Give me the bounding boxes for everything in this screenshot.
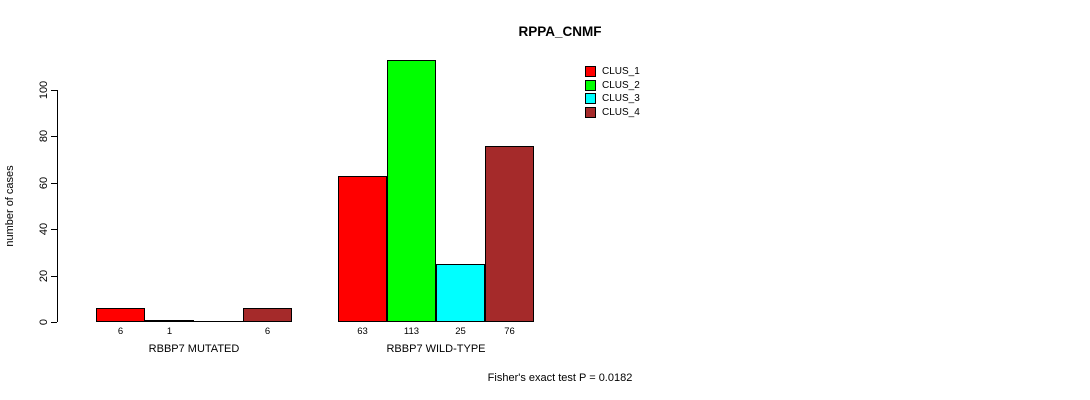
bar-value-label: 25: [455, 326, 466, 337]
y-tick-mark: [51, 322, 57, 323]
legend-label-clus-2: CLUS_2: [602, 79, 640, 91]
bar-value-label: 76: [504, 326, 515, 337]
y-tick-mark: [51, 275, 57, 277]
bar-clus-1-rbbp7-mutated: [96, 308, 145, 322]
bar-value-label: 6: [264, 326, 271, 337]
bar-clus-2-rbbp7-mutated: [145, 319, 194, 322]
bar-clus-4-rbbp7-mutated: [243, 308, 292, 322]
legend-swatch-clus-4: [585, 106, 596, 118]
bar-value-label: 6: [117, 326, 124, 337]
legend-item-clus-4: CLUS_4: [585, 106, 640, 120]
legend-item-clus-3: CLUS_3: [585, 92, 640, 106]
y-tick-label: 100: [38, 80, 50, 100]
bar-clus-4-rbbp7-wild-type: [485, 145, 534, 322]
group-label-rbbp7-wild-type: RBBP7 WILD-TYPE: [386, 343, 486, 355]
y-tick-mark: [51, 136, 57, 138]
y-tick-label: 0: [38, 318, 50, 326]
bar-clus-1-rbbp7-wild-type: [338, 175, 387, 322]
bar-clus-3-rbbp7-mutated: [194, 321, 243, 322]
y-tick-mark: [51, 182, 57, 184]
bar-value-label: 1: [166, 326, 173, 337]
bar-value-label: 63: [357, 326, 368, 337]
legend-swatch-clus-3: [585, 93, 596, 105]
bar-clus-2-rbbp7-wild-type: [387, 59, 436, 322]
group-label-rbbp7-mutated: RBBP7 MUTATED: [148, 343, 240, 355]
legend-label-clus-4: CLUS_4: [602, 106, 640, 118]
legend-item-clus-1: CLUS_1: [585, 65, 640, 79]
y-tick-label: 60: [38, 176, 50, 189]
y-tick-mark: [51, 229, 57, 231]
chart-title: RPPA_CNMF: [518, 24, 602, 39]
y-tick-label: 80: [38, 130, 50, 143]
legend-swatch-clus-2: [585, 79, 596, 91]
legend-label-clus-3: CLUS_3: [602, 93, 640, 105]
stat-annotation: Fisher's exact test P = 0.0182: [487, 372, 633, 384]
y-tick-label: 40: [38, 223, 50, 236]
legend-swatch-clus-1: [585, 66, 596, 78]
legend-label-clus-1: CLUS_1: [602, 66, 640, 78]
y-tick-label: 20: [38, 269, 50, 282]
y-axis-title: number of cases: [4, 165, 16, 247]
bar-value-label: 113: [403, 326, 420, 337]
y-axis-line: [57, 90, 58, 322]
legend-item-clus-2: CLUS_2: [585, 79, 640, 93]
y-tick-mark: [51, 90, 57, 91]
legend: CLUS_1 CLUS_2 CLUS_3 CLUS_4: [585, 65, 640, 119]
bar-clus-3-rbbp7-wild-type: [436, 264, 485, 322]
